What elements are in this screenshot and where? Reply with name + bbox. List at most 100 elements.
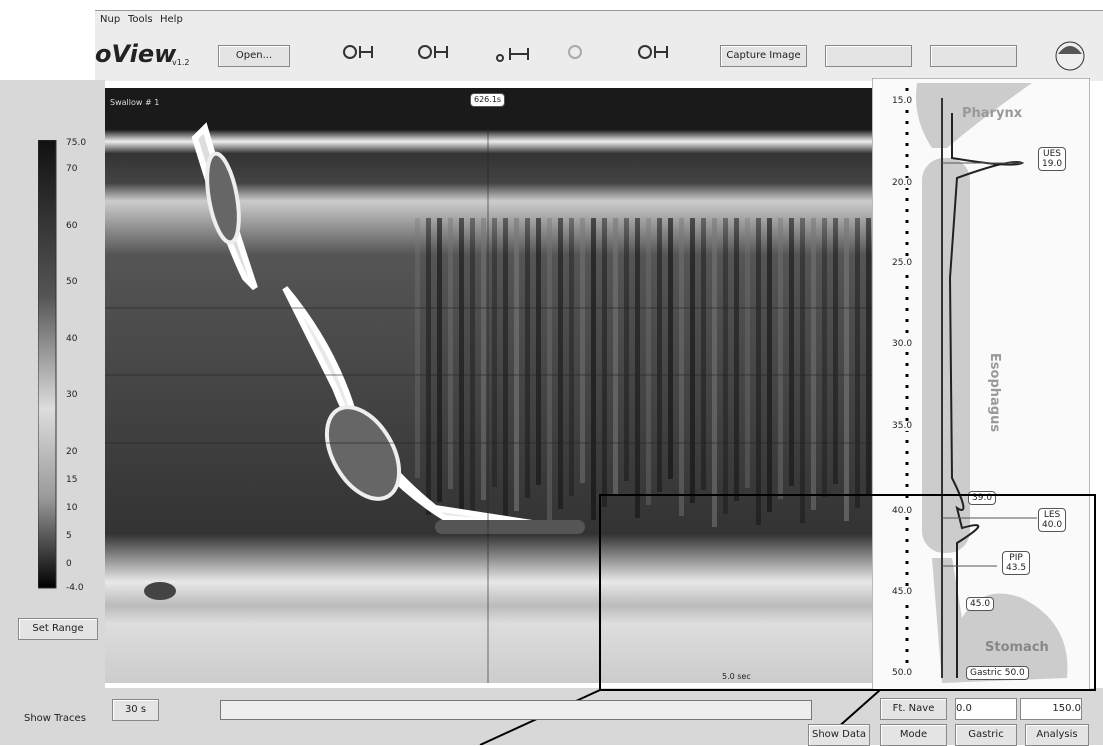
streak — [822, 218, 827, 497]
streak — [712, 218, 717, 527]
region-label: Pharynx — [962, 106, 1022, 121]
time-label: 626.1s — [470, 93, 505, 107]
depth-label: 30.0 — [892, 339, 912, 349]
footer-button[interactable]: Show Data — [808, 724, 870, 746]
streak — [536, 218, 541, 485]
streak — [844, 218, 849, 521]
streak — [459, 218, 464, 526]
marker-label: PIP — [1006, 553, 1026, 563]
show-traces[interactable]: Show Traces — [24, 713, 86, 724]
depth-label: 40.0 — [892, 506, 912, 516]
logo-version: v1.2 — [172, 58, 189, 67]
streak — [767, 218, 772, 512]
scale-label: -4.0 — [66, 583, 84, 593]
streak — [481, 218, 486, 500]
streak — [415, 218, 420, 478]
streak — [723, 218, 728, 514]
swallow-label: Swallow # 1 — [110, 98, 159, 107]
point-label: 45.0 — [966, 597, 994, 611]
scale-label: 20 — [66, 447, 77, 457]
point-label: 39.0 — [968, 491, 996, 505]
depth-label: 25.0 — [892, 258, 912, 268]
disabled-button — [825, 45, 912, 67]
nav-button[interactable]: Ft. Nave — [880, 698, 947, 720]
streak — [514, 218, 519, 511]
marker-value: 40.0 — [1042, 520, 1062, 530]
streak — [855, 218, 860, 508]
streak — [745, 218, 750, 488]
streak — [778, 218, 783, 499]
zoom-icons[interactable] — [320, 40, 700, 70]
start-field[interactable]: 0.0 — [955, 698, 1017, 720]
streak — [569, 218, 574, 496]
marker-label: UES — [1042, 149, 1062, 159]
streak — [756, 218, 761, 525]
streak — [646, 218, 651, 505]
pressure-plot — [105, 88, 872, 683]
streak — [437, 218, 442, 502]
menu-item[interactable]: Tools — [128, 14, 153, 25]
streak — [426, 218, 431, 515]
marker-label: LES — [1042, 510, 1062, 520]
marker-value: 19.0 — [1042, 159, 1062, 169]
scale-label: 60 — [66, 221, 77, 231]
streak — [558, 218, 563, 509]
scale-label: 75.0 — [66, 138, 86, 148]
window-button[interactable]: 30 s — [112, 699, 159, 721]
streak — [624, 218, 629, 481]
streak — [547, 218, 552, 522]
timeline[interactable] — [220, 700, 812, 720]
footer-button[interactable]: Analysis — [1025, 724, 1089, 746]
gastric-label: Gastric 50.0 — [966, 666, 1029, 680]
footer-button[interactable]: Gastric — [955, 724, 1017, 746]
set-range-button[interactable]: Set Range — [18, 618, 98, 640]
scale-label: 15 — [66, 475, 77, 485]
page: {"menu":["Nup","Tools","Help"], "logo":{… — [0, 0, 1103, 745]
streak — [470, 218, 475, 513]
scale-label: 10 — [66, 503, 77, 513]
streak — [800, 218, 805, 523]
streak — [690, 218, 695, 503]
disabled-button — [930, 45, 1017, 67]
streak — [492, 218, 497, 487]
streak — [866, 218, 871, 495]
depth-label: 15.0 — [892, 96, 912, 106]
open-button[interactable]: Open... — [218, 45, 290, 67]
streak — [613, 218, 618, 494]
capture-button[interactable]: Capture Image — [720, 45, 807, 67]
depth-label: 35.0 — [892, 421, 912, 431]
depth-label: 45.0 — [892, 587, 912, 597]
end-field[interactable]: 150.0 — [1020, 698, 1082, 720]
depth-label: 20.0 — [892, 178, 912, 188]
streak — [602, 218, 607, 507]
streak — [811, 218, 816, 510]
streak — [635, 218, 640, 518]
footer-button[interactable]: Mode — [880, 724, 947, 746]
region-label: Esophagus — [987, 353, 1002, 432]
depth-label: 50.0 — [892, 668, 912, 678]
region-label: Stomach — [985, 640, 1049, 655]
menu-item[interactable]: Nup — [100, 14, 120, 25]
menu-item[interactable]: Help — [160, 14, 183, 25]
scale-label: 50 — [66, 277, 77, 287]
marker-value: 43.5 — [1006, 563, 1026, 573]
streak — [525, 218, 530, 498]
scale-label: 5 — [66, 531, 72, 541]
streak — [679, 218, 684, 516]
scale-label: 0 — [66, 559, 72, 569]
streak — [657, 218, 662, 492]
logo: oView — [95, 40, 176, 68]
streak — [448, 218, 453, 489]
streak — [591, 218, 596, 520]
streak — [833, 218, 838, 484]
streak — [734, 218, 739, 501]
streak — [668, 218, 673, 479]
scale-label: 40 — [66, 334, 77, 344]
color-bar — [38, 140, 58, 590]
streak — [789, 218, 794, 486]
scale-label: 70 — [66, 164, 77, 174]
user-icon — [1050, 38, 1090, 76]
